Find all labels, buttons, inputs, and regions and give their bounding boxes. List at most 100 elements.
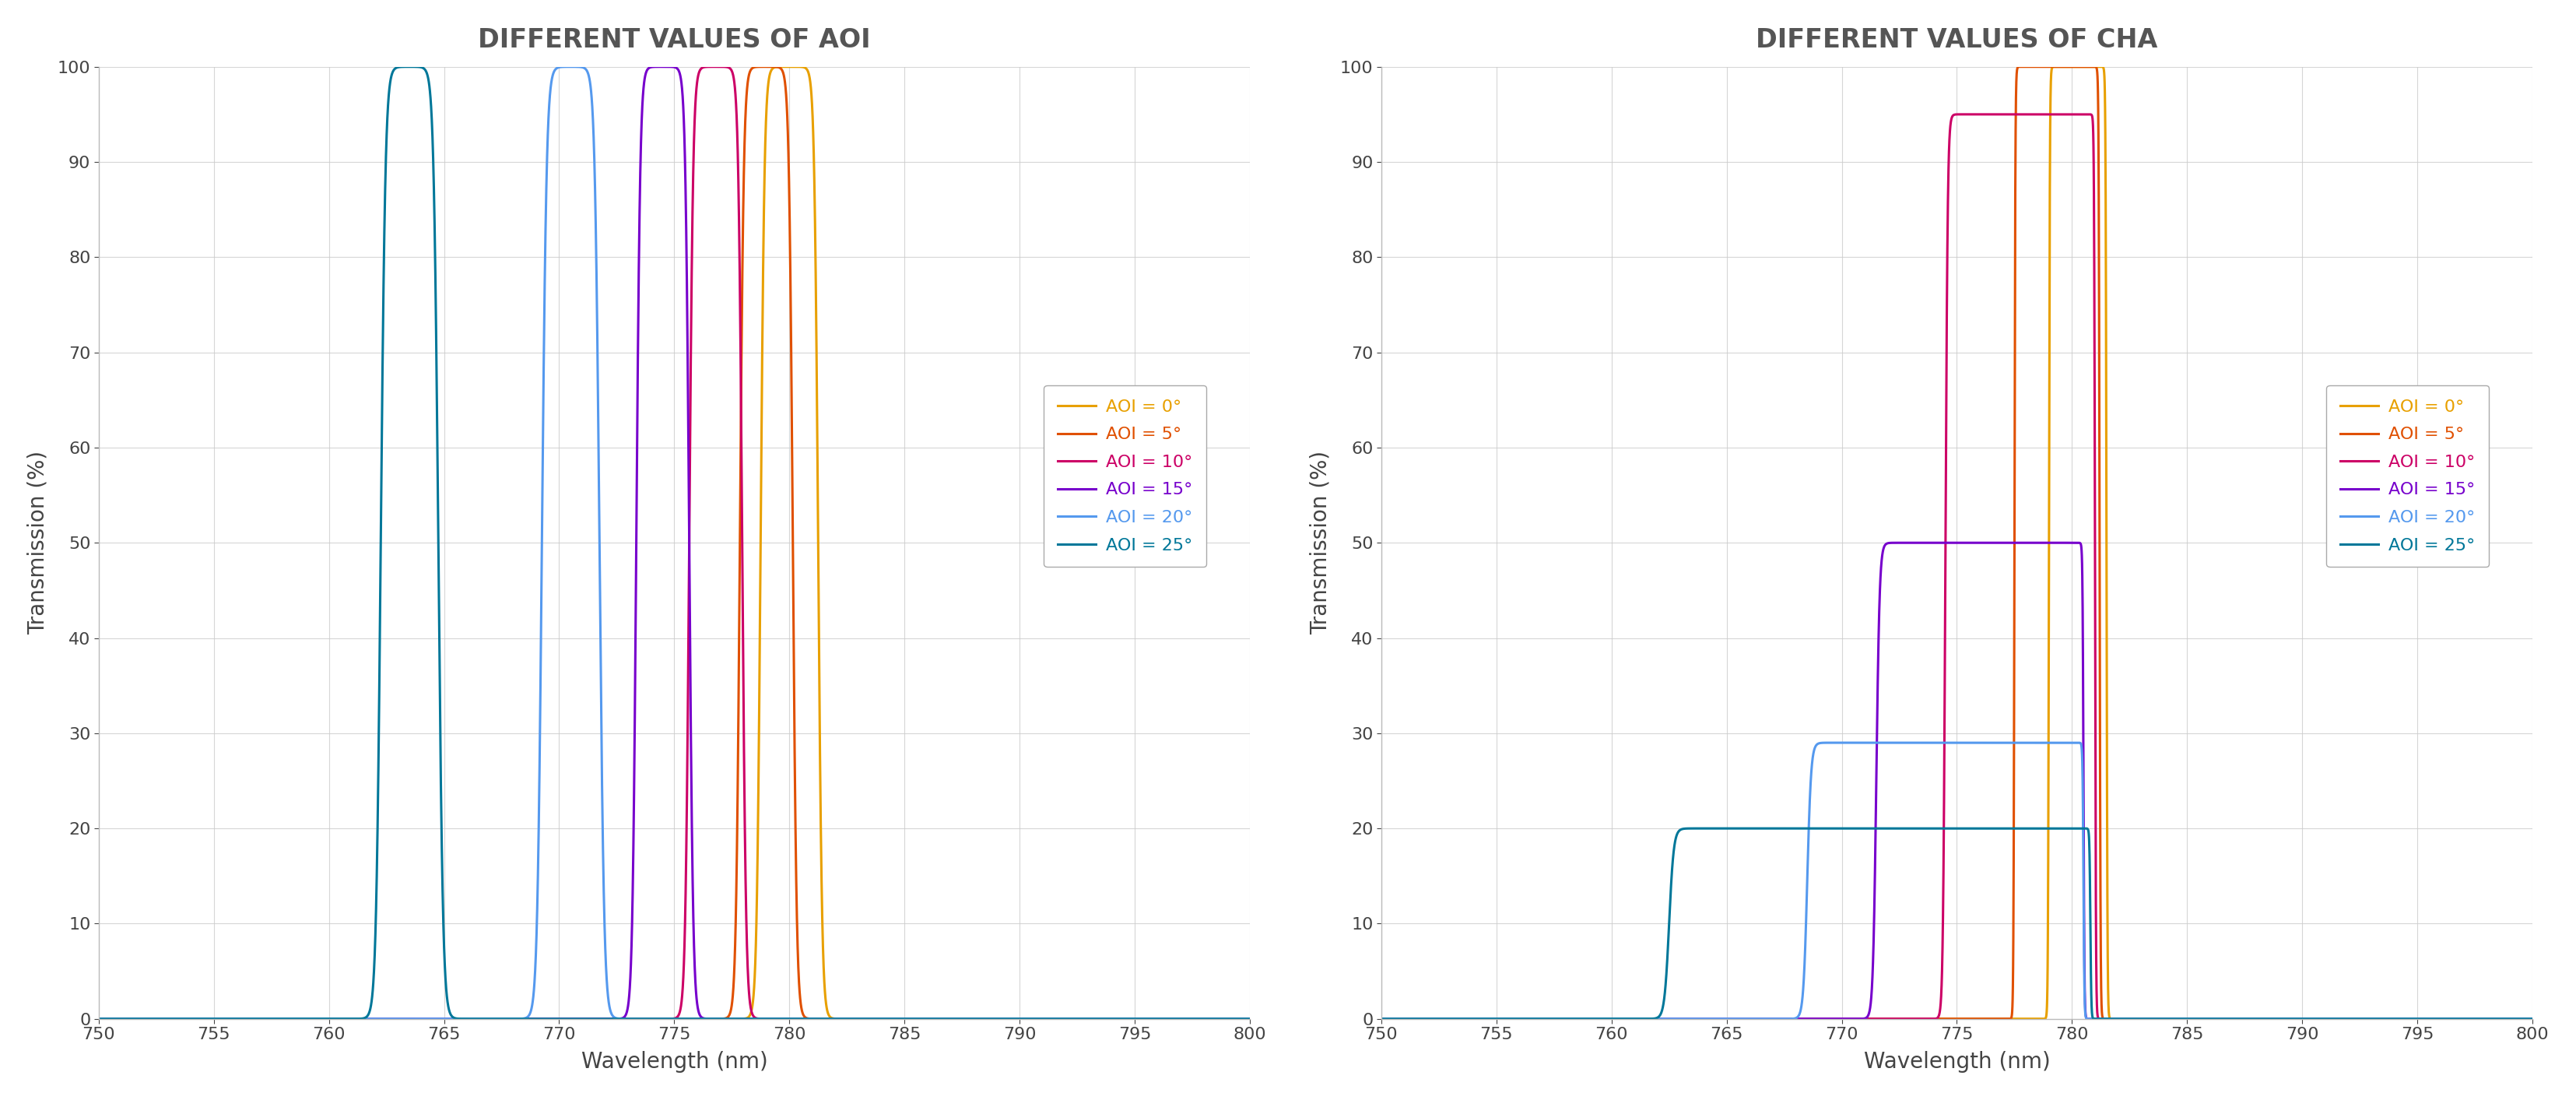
AOI = 10° <box>1370 1012 1401 1025</box>
AOI = 0° <box>1435 1012 1466 1025</box>
AOI = 10° <box>701 60 732 74</box>
Line: AOI = 25°: AOI = 25° <box>1381 828 2532 1019</box>
AOI = 5° <box>1234 1012 1265 1025</box>
Line: AOI = 10°: AOI = 10° <box>1381 114 2532 1019</box>
AOI = 25° <box>2455 1012 2486 1025</box>
AOI = 10° <box>1414 1012 1445 1025</box>
AOI = 15° <box>2517 1012 2548 1025</box>
AOI = 0° <box>1175 1012 1206 1025</box>
AOI = 0° <box>2050 60 2081 74</box>
AOI = 25° <box>309 1012 340 1025</box>
AOI = 0° <box>1370 1012 1401 1025</box>
AOI = 5° <box>1435 1012 1466 1025</box>
Line: AOI = 25°: AOI = 25° <box>98 67 1249 1019</box>
AOI = 15° <box>1922 536 1953 549</box>
AOI = 20° <box>309 1012 340 1025</box>
AOI = 0° <box>2517 1012 2548 1025</box>
AOI = 0° <box>1929 1012 1960 1025</box>
AOI = 5° <box>750 60 781 74</box>
AOI = 10° <box>2517 1012 2548 1025</box>
AOI = 15° <box>1365 1012 1396 1025</box>
AOI = 0° <box>1592 1012 1623 1025</box>
AOI = 15° <box>647 60 677 74</box>
AOI = 0° <box>773 60 804 74</box>
AOI = 5° <box>1929 1012 1960 1025</box>
Legend: AOI = 0°, AOI = 5°, AOI = 10°, AOI = 15°, AOI = 20°, AOI = 25°: AOI = 0°, AOI = 5°, AOI = 10°, AOI = 15°… <box>2326 385 2488 566</box>
AOI = 20° <box>1370 1012 1401 1025</box>
AOI = 5° <box>1365 1012 1396 1025</box>
AOI = 25° <box>394 60 425 74</box>
AOI = 25° <box>1234 1012 1265 1025</box>
Line: AOI = 20°: AOI = 20° <box>98 67 1249 1019</box>
Y-axis label: Transmission (%): Transmission (%) <box>26 451 49 635</box>
AOI = 10° <box>1175 1012 1206 1025</box>
AOI = 0° <box>2455 1012 2486 1025</box>
AOI = 20° <box>1234 1012 1265 1025</box>
AOI = 15° <box>1234 1012 1265 1025</box>
Title: DIFFERENT VALUES OF AOI: DIFFERENT VALUES OF AOI <box>479 28 871 53</box>
AOI = 25° <box>1929 822 1960 835</box>
Legend: AOI = 0°, AOI = 5°, AOI = 10°, AOI = 15°, AOI = 20°, AOI = 25°: AOI = 0°, AOI = 5°, AOI = 10°, AOI = 15°… <box>1043 385 1206 566</box>
AOI = 10° <box>1365 1012 1396 1025</box>
AOI = 10° <box>82 1012 113 1025</box>
AOI = 10° <box>2406 1012 2437 1025</box>
AOI = 25° <box>2517 1012 2548 1025</box>
AOI = 5° <box>309 1012 340 1025</box>
AOI = 25° <box>647 1012 677 1025</box>
AOI = 15° <box>309 1012 340 1025</box>
AOI = 25° <box>88 1012 118 1025</box>
AOI = 15° <box>1370 1012 1401 1025</box>
AOI = 5° <box>88 1012 118 1025</box>
AOI = 15° <box>131 1012 162 1025</box>
AOI = 20° <box>1175 1012 1206 1025</box>
AOI = 25° <box>1414 1012 1445 1025</box>
AOI = 25° <box>1175 1012 1206 1025</box>
AOI = 20° <box>1435 1012 1466 1025</box>
AOI = 25° <box>1370 1012 1401 1025</box>
AOI = 0° <box>88 1012 118 1025</box>
AOI = 5° <box>647 1012 677 1025</box>
X-axis label: Wavelength (nm): Wavelength (nm) <box>582 1052 768 1072</box>
AOI = 5° <box>1592 1012 1623 1025</box>
AOI = 15° <box>2455 1012 2486 1025</box>
AOI = 20° <box>2517 1012 2548 1025</box>
AOI = 25° <box>82 1012 113 1025</box>
AOI = 10° <box>2455 1012 2486 1025</box>
AOI = 20° <box>556 60 587 74</box>
AOI = 10° <box>1973 108 2004 121</box>
AOI = 15° <box>88 1012 118 1025</box>
AOI = 10° <box>88 1012 118 1025</box>
AOI = 10° <box>647 1012 677 1025</box>
AOI = 20° <box>2455 1012 2486 1025</box>
AOI = 10° <box>131 1012 162 1025</box>
AOI = 25° <box>1592 1012 1623 1025</box>
AOI = 0° <box>131 1012 162 1025</box>
AOI = 15° <box>1929 536 1960 549</box>
AOI = 25° <box>152 1012 183 1025</box>
AOI = 25° <box>1739 822 1770 835</box>
AOI = 5° <box>2017 60 2048 74</box>
AOI = 10° <box>152 1012 183 1025</box>
AOI = 15° <box>1592 1012 1623 1025</box>
AOI = 5° <box>2517 1012 2548 1025</box>
AOI = 20° <box>131 1012 162 1025</box>
Line: AOI = 5°: AOI = 5° <box>1381 67 2532 1019</box>
AOI = 15° <box>1175 1012 1206 1025</box>
AOI = 15° <box>2396 1012 2427 1025</box>
AOI = 0° <box>309 1012 340 1025</box>
AOI = 20° <box>1414 1012 1445 1025</box>
Line: AOI = 20°: AOI = 20° <box>1381 742 2532 1019</box>
AOI = 20° <box>82 1012 113 1025</box>
Line: AOI = 15°: AOI = 15° <box>1381 542 2532 1019</box>
AOI = 20° <box>88 1012 118 1025</box>
AOI = 25° <box>131 1012 162 1025</box>
AOI = 20° <box>1862 736 1893 749</box>
AOI = 5° <box>152 1012 183 1025</box>
AOI = 20° <box>1365 1012 1396 1025</box>
AOI = 15° <box>1414 1012 1445 1025</box>
AOI = 20° <box>1929 736 1960 749</box>
AOI = 0° <box>647 1012 677 1025</box>
AOI = 25° <box>1435 1012 1466 1025</box>
AOI = 10° <box>1435 1012 1466 1025</box>
AOI = 0° <box>82 1012 113 1025</box>
